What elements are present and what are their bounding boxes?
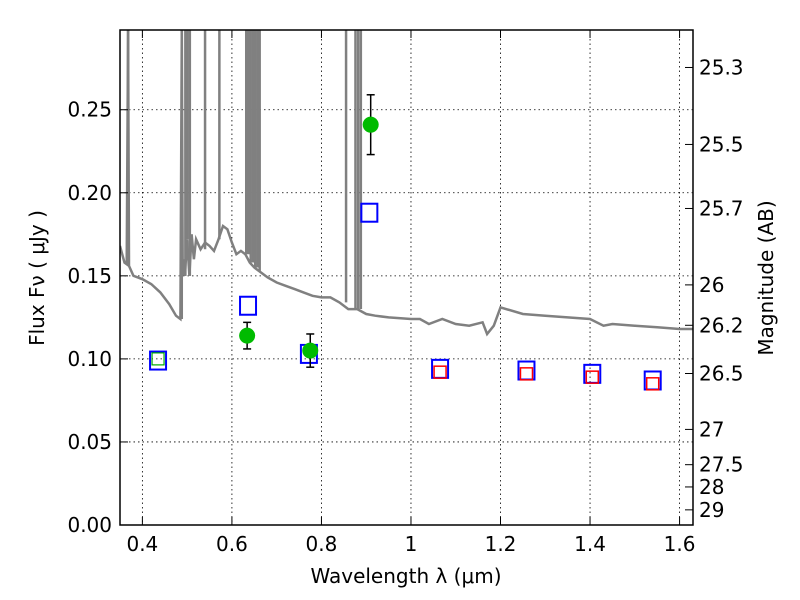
x-tick-label: 1 <box>405 532 418 556</box>
axis-ticks: 0.4 0.6 0.8 1 1.2 1.4 1.6 0.00 0.05 0.10 0.15 0.20 0… <box>67 30 744 556</box>
upper-limit-box <box>433 365 447 379</box>
y2-tick-label: 26 <box>699 273 724 297</box>
y2-tick-label: 25.5 <box>699 132 744 156</box>
y2-tick-label: 27.5 <box>699 453 744 477</box>
x-axis-label: Wavelength λ (μm) <box>310 564 501 588</box>
y2-tick-label: 25.7 <box>699 196 744 220</box>
y-tick-label: 0.00 <box>67 513 112 537</box>
detection-point <box>362 116 379 133</box>
x-tick-label: 1.2 <box>485 532 517 556</box>
model-spectrum-layer <box>120 30 693 337</box>
y-tick-label: 0.25 <box>67 98 112 122</box>
upper-limit-box <box>645 377 660 391</box>
marker-layer <box>149 94 662 391</box>
upper-limit-box <box>519 367 534 381</box>
model-photometry-box <box>239 295 258 316</box>
y2-tick-label: 27 <box>699 417 724 441</box>
y-tick-label: 0.10 <box>67 347 112 371</box>
plot-frame <box>119 29 694 526</box>
y2-axis-label: Magnitude (AB) <box>754 200 778 355</box>
x-tick-label: 0.8 <box>306 532 338 556</box>
upper-limit-box <box>585 370 600 384</box>
x-tick-label: 1.6 <box>664 532 696 556</box>
y-tick-label: 0.05 <box>67 430 112 454</box>
detection-point <box>302 342 319 359</box>
green-limit-box <box>151 352 165 366</box>
y-tick-label: 0.20 <box>67 181 112 205</box>
x-tick-label: 0.6 <box>216 532 248 556</box>
x-tick-label: 1.4 <box>574 532 606 556</box>
model-photometry-box <box>360 202 379 223</box>
y2-tick-label: 26.2 <box>699 313 744 337</box>
y2-tick-label: 26.5 <box>699 361 744 385</box>
model-photometry-box <box>149 350 168 371</box>
y-tick-label: 0.15 <box>67 264 112 288</box>
y-axis-label: Flux Fν ( μJy ) <box>25 210 49 346</box>
x-tick-label: 0.4 <box>126 532 158 556</box>
y2-tick-label: 28 <box>699 475 724 499</box>
detection-point <box>239 327 256 344</box>
y2-tick-label: 25.3 <box>699 55 744 79</box>
y2-tick-label: 29 <box>699 498 724 522</box>
